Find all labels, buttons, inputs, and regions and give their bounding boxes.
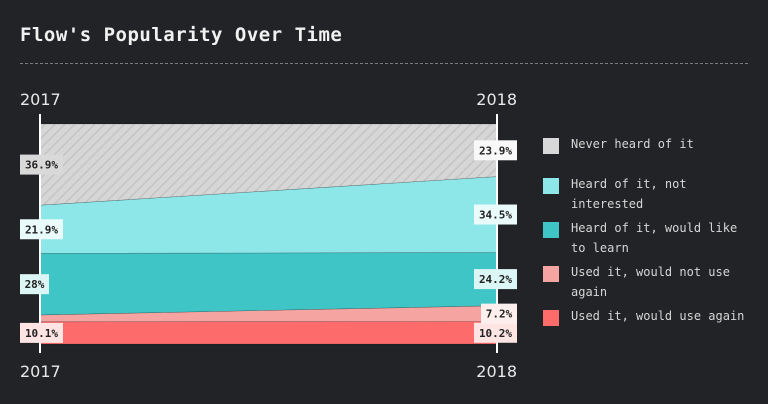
value-label-bg	[474, 204, 517, 225]
area-layers	[39, 123, 498, 345]
legend-swatch	[543, 310, 559, 326]
value-label-text: 10.2%	[479, 327, 512, 340]
legend-swatch	[543, 138, 559, 154]
legend-item: Heard of it, not interested	[543, 174, 751, 214]
value-label: 21.9%	[20, 219, 63, 240]
title-divider	[20, 63, 748, 64]
legend-label: Never heard of it	[571, 137, 694, 151]
value-label: 36.9%	[20, 154, 63, 175]
legend-swatch	[543, 266, 559, 282]
area-used-it-would-use-again	[39, 321, 498, 345]
value-label-text: 34.5%	[479, 209, 512, 222]
legend-label: Heard of it, would like to learn	[571, 221, 738, 255]
value-label-bg	[20, 274, 49, 295]
value-label-text: 28%	[25, 278, 45, 291]
value-label-bg	[474, 140, 517, 161]
legend-item: Never heard of it	[543, 134, 751, 154]
legend-swatch	[543, 222, 559, 238]
legend-swatch	[543, 178, 559, 194]
x-tick-label-top-2017: 2017	[20, 90, 61, 109]
value-label: 7.2%	[481, 303, 517, 324]
value-labels: 10.1% 10.2% 7.2% 28% 24.2% 21.9% 34.5% 36.9% 23.…	[20, 140, 517, 343]
value-label-bg	[474, 269, 517, 290]
x-tick-label-top-2018: 2018	[476, 90, 517, 109]
x-tick-label-bottom-2018: 2018	[476, 362, 517, 381]
value-label-text: 7.2%	[486, 308, 513, 321]
value-label-bg	[474, 322, 517, 343]
value-label-bg	[20, 322, 63, 343]
value-label-text: 21.9%	[25, 223, 58, 236]
value-label: 28%	[20, 274, 49, 295]
value-label-bg	[20, 154, 63, 175]
legend-label: Heard of it, not interested	[571, 177, 687, 211]
value-label: 10.1%	[20, 322, 63, 343]
legend-label: Used it, would not use again	[571, 265, 730, 299]
value-label-text: 24.2%	[479, 273, 512, 286]
value-label: 34.5%	[474, 204, 517, 225]
value-label-text: 36.9%	[25, 159, 58, 172]
value-label-bg	[20, 219, 63, 240]
value-label: 10.2%	[474, 322, 517, 343]
legend-item: Used it, would not use again	[543, 262, 751, 302]
legend-item: Heard of it, would like to learn	[543, 218, 751, 258]
area-heard-of-it-would-like-to-learn	[39, 252, 498, 316]
legend-label: Used it, would use again	[571, 309, 745, 323]
chart-title: Flow's Popularity Over Time	[20, 24, 343, 46]
value-label-bg	[481, 303, 517, 324]
value-label: 24.2%	[474, 269, 517, 290]
value-label-text: 23.9%	[479, 144, 512, 157]
value-label-text: 10.1%	[25, 327, 58, 340]
x-tick-label-bottom-2017: 2017	[20, 362, 61, 381]
legend-item: Used it, would use again	[543, 306, 751, 326]
value-label: 23.9%	[474, 140, 517, 161]
